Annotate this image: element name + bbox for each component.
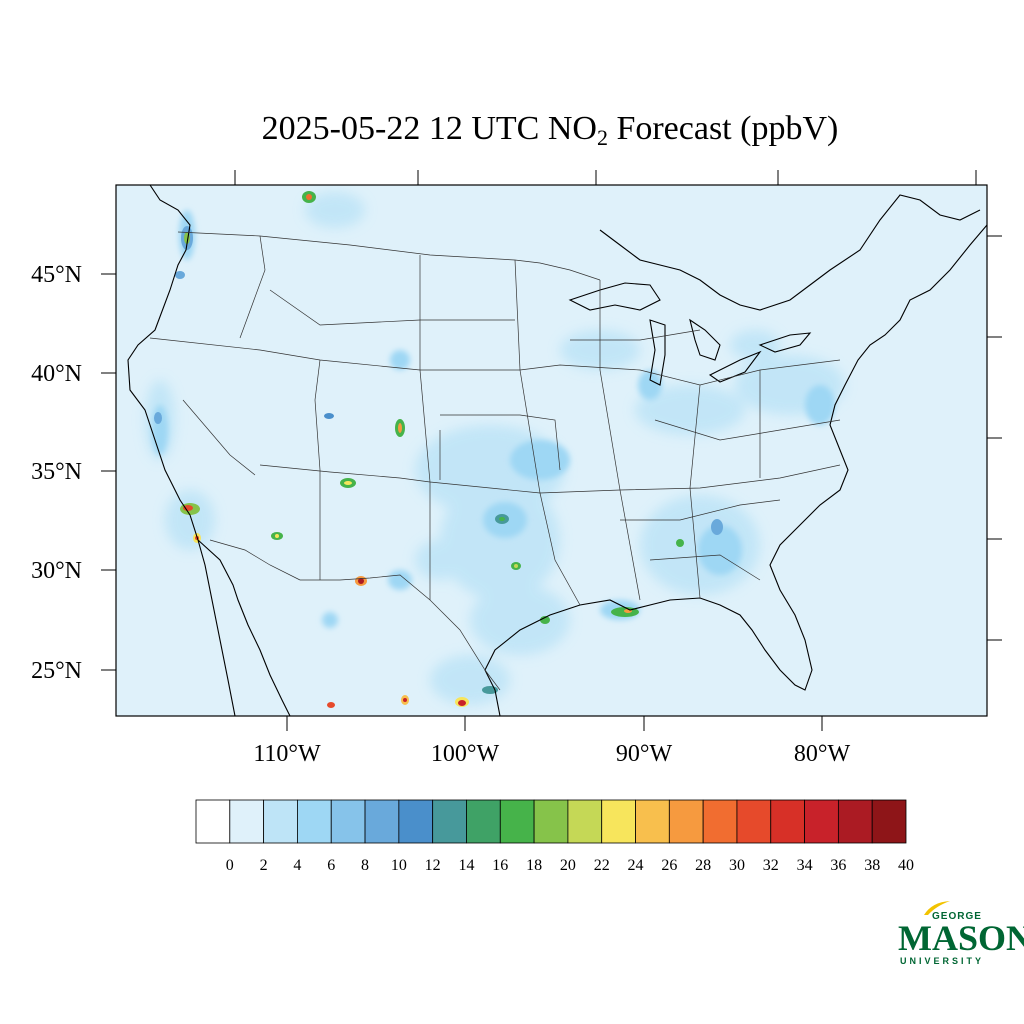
- colorbar-label: 26: [661, 857, 677, 874]
- colorbar-label: 12: [425, 857, 441, 874]
- colorbar-swatch: [533, 799, 569, 844]
- state-borders: [149, 231, 841, 691]
- colorbar-swatch: [466, 799, 501, 844]
- salt-lake-city-hotspot: [324, 413, 334, 419]
- lat-label-35: 35°N: [31, 459, 82, 485]
- colorbar-swatch: [635, 799, 670, 844]
- lon-label-80: 80°W: [794, 741, 851, 767]
- map-frame: [115, 184, 988, 717]
- albuquerque-hotspot: [340, 478, 356, 488]
- logo-bottom-text: UNIVERSITY: [900, 956, 985, 966]
- colorbar-label: 36: [830, 857, 846, 874]
- lon-label-110: 110°W: [253, 741, 321, 767]
- longitude-labels: 110°W 100°W 90°W 80°W: [253, 741, 850, 767]
- lat-label-40: 40°N: [31, 361, 82, 387]
- colorbar-label: 10: [391, 857, 407, 874]
- atlanta-hotspot: [676, 519, 723, 547]
- colorbar-label: 32: [763, 857, 779, 874]
- colorbar-label: 34: [797, 857, 813, 874]
- chihuahua-hotspot: [327, 702, 335, 708]
- colorbar-label: 6: [327, 857, 335, 874]
- map-title: 2025-05-22 12 UTC NO2 Forecast (ppbV): [0, 110, 1024, 151]
- axis-ticks: [101, 170, 1002, 731]
- colorbar: 0 2 4 6 8 10 12 14 16 18 20 22 24 26 28 30 32 34 36 38 40: [195, 799, 914, 874]
- lon-label-100: 100°W: [431, 741, 500, 767]
- colorbar-swatch: [702, 799, 738, 844]
- colorbar-label: 16: [492, 857, 508, 874]
- lon-label-90: 90°W: [616, 741, 673, 767]
- colorbar-label: 2: [260, 857, 268, 874]
- colorbar-label: 14: [458, 857, 474, 874]
- colorbar-label: 18: [526, 857, 542, 874]
- colorbar-label: 24: [628, 857, 644, 874]
- portland-hotspot: [175, 271, 185, 279]
- san-francisco-hotspot: [154, 412, 162, 424]
- phoenix-hotspot: [271, 532, 283, 540]
- title-subscript: 2: [596, 125, 608, 150]
- colorbar-label: 8: [361, 857, 369, 874]
- latitude-labels: 45°N 40°N 35°N 30°N 25°N: [31, 262, 82, 684]
- colorbar-swatch: [837, 799, 873, 844]
- torreon-hotspot: [401, 695, 409, 705]
- lat-label-25: 25°N: [31, 658, 82, 684]
- lat-label-30: 30°N: [31, 558, 82, 584]
- lat-label-45: 45°N: [31, 262, 82, 288]
- colorbar-swatch: [330, 799, 366, 844]
- colorbar-label: 30: [729, 857, 745, 874]
- colorbar-swatch: [229, 799, 265, 844]
- calgary-hotspot: [302, 191, 316, 203]
- logo-top-text: GEORGE: [932, 911, 982, 922]
- dallas-hotspot: [495, 514, 509, 524]
- colorbar-swatch: [804, 799, 839, 844]
- monterrey-hotspot: [455, 697, 469, 707]
- colorbar-swatch: [871, 799, 907, 844]
- title-prefix: 2025-05-22 12 UTC NO: [261, 110, 597, 147]
- george-mason-logo: GEORGE MASON UNIVERSITY: [898, 900, 1024, 970]
- colorbar-label: 0: [226, 857, 234, 874]
- colorbar-swatch: [499, 799, 535, 844]
- colorbar-swatch: [195, 799, 231, 844]
- colorbar-label: 38: [864, 857, 880, 874]
- swoosh-icon: [924, 901, 950, 915]
- el-paso-hotspot: [355, 576, 367, 586]
- san-antonio-hotspot: [511, 562, 521, 570]
- colorbar-label: 40: [898, 857, 914, 874]
- colorbar-swatch: [567, 799, 603, 844]
- colorbar-swatch: [364, 799, 400, 844]
- colorbar-label: 22: [594, 857, 610, 874]
- hotspot-markers: [154, 191, 723, 708]
- denver-hotspot: [395, 419, 405, 437]
- coastlines: [127, 185, 987, 716]
- colorbar-swatch: [432, 799, 467, 844]
- colorbar-swatch: [263, 799, 298, 844]
- title-suffix: Forecast (ppbV): [607, 110, 839, 147]
- colorbar-label: 28: [695, 857, 711, 874]
- colorbar-swatch: [601, 799, 636, 844]
- houston-hotspot: [540, 616, 550, 624]
- colorbar-swatch: [770, 799, 805, 844]
- colorbar-swatch: [668, 799, 704, 844]
- colorbar-swatch: [297, 799, 332, 844]
- colorbar-swatch: [736, 799, 772, 844]
- colorbar-label: 20: [560, 857, 576, 874]
- concentration-field: [127, 185, 987, 716]
- colorbar-swatch: [398, 799, 434, 844]
- colorbar-label: 4: [293, 857, 301, 874]
- logo-main-text: MASON: [898, 918, 1024, 958]
- los-angeles-hotspot: [180, 503, 200, 515]
